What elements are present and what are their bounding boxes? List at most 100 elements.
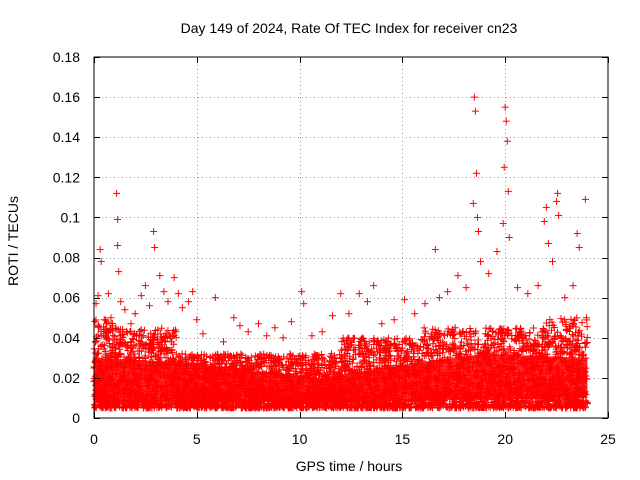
data-point	[337, 290, 345, 298]
data-point	[220, 338, 228, 346]
data-point	[499, 219, 507, 227]
data-point	[137, 292, 145, 300]
x-tick-label: 10	[292, 431, 308, 447]
axis-tick-labels: 0 5 10 15 20 25 0 0.02 0.04 0.06 0.08 0.1 0.12 0.14 0.…	[53, 49, 616, 447]
data-point	[431, 246, 439, 254]
data-point	[189, 288, 197, 296]
y-tick-label: 0.18	[53, 49, 80, 65]
data-point	[505, 234, 513, 241]
data-point	[555, 211, 563, 219]
data-point	[114, 242, 122, 250]
data-point	[454, 272, 462, 280]
y-tick-label: 0.12	[53, 169, 80, 185]
data-point	[96, 246, 104, 254]
x-axis-label: GPS time / hours	[296, 458, 403, 474]
data-point	[553, 197, 561, 205]
data-point	[279, 334, 287, 342]
data-point	[581, 195, 589, 203]
data-point	[115, 268, 123, 276]
data-point	[94, 292, 102, 300]
data-point	[548, 258, 556, 266]
plot-frame	[93, 56, 609, 419]
x-tick-label: 20	[497, 431, 513, 447]
data-point	[156, 272, 164, 280]
data-point	[121, 306, 129, 314]
data-point	[328, 312, 336, 320]
data-point	[561, 294, 569, 302]
data-point	[363, 298, 371, 306]
data-point	[470, 93, 478, 101]
data-point	[271, 324, 279, 332]
data-point	[211, 294, 219, 302]
data-point	[114, 215, 122, 223]
data-point	[199, 330, 207, 338]
chart-title: Day 149 of 2024, Rate Of TEC Index for r…	[181, 20, 518, 36]
data-points	[90, 93, 591, 412]
data-point	[501, 103, 509, 111]
y-tick-label: 0.16	[53, 89, 80, 105]
y-tick-label: 0.14	[53, 129, 80, 145]
data-point	[474, 227, 482, 235]
data-point	[544, 240, 552, 248]
data-point	[244, 328, 252, 336]
data-point	[472, 169, 480, 177]
data-point	[444, 288, 452, 296]
data-point	[493, 248, 501, 256]
data-point	[254, 320, 262, 328]
data-point	[378, 320, 386, 328]
data-point	[150, 227, 158, 235]
x-tick-label: 25	[600, 431, 616, 447]
data-point	[502, 117, 510, 125]
data-point	[500, 163, 508, 171]
data-point	[504, 187, 512, 195]
y-tick-label: 0.02	[53, 370, 80, 386]
data-point	[141, 282, 149, 290]
data-point	[435, 294, 443, 302]
data-point	[178, 304, 186, 312]
y-tick-label: 0.08	[53, 250, 80, 266]
data-point	[503, 137, 511, 145]
data-point	[308, 332, 316, 340]
data-point	[193, 316, 201, 324]
data-point	[462, 284, 470, 292]
data-point	[185, 298, 193, 306]
grid	[94, 57, 608, 418]
data-point	[300, 300, 308, 308]
x-tick-label: 5	[193, 431, 201, 447]
data-point	[146, 302, 154, 310]
data-point	[569, 282, 577, 290]
data-point	[573, 229, 581, 237]
data-point	[355, 290, 363, 298]
data-point	[104, 290, 112, 298]
y-tick-label: 0	[72, 410, 80, 426]
data-point	[318, 328, 326, 336]
data-point	[160, 288, 168, 296]
data-point	[170, 274, 178, 282]
axis-ticks	[94, 57, 609, 419]
data-point	[97, 258, 105, 266]
x-tick-label: 15	[395, 431, 411, 447]
data-point	[287, 318, 295, 326]
data-point	[524, 290, 532, 298]
data-point	[485, 270, 493, 278]
data-point	[400, 296, 408, 304]
data-point	[236, 322, 244, 330]
data-point	[263, 332, 271, 340]
data-point	[174, 290, 182, 298]
data-point	[127, 320, 135, 328]
data-point	[469, 199, 477, 207]
data-point	[477, 258, 485, 266]
data-point	[421, 300, 429, 308]
data-point	[131, 310, 139, 318]
data-point	[554, 189, 562, 197]
data-point	[345, 310, 353, 318]
data-point	[542, 203, 550, 211]
data-point	[534, 282, 542, 290]
y-tick-label: 0.1	[61, 209, 81, 225]
data-point	[230, 314, 238, 322]
data-point	[411, 310, 419, 318]
data-point	[113, 189, 121, 197]
data-point	[540, 217, 548, 225]
data-point	[164, 298, 172, 306]
